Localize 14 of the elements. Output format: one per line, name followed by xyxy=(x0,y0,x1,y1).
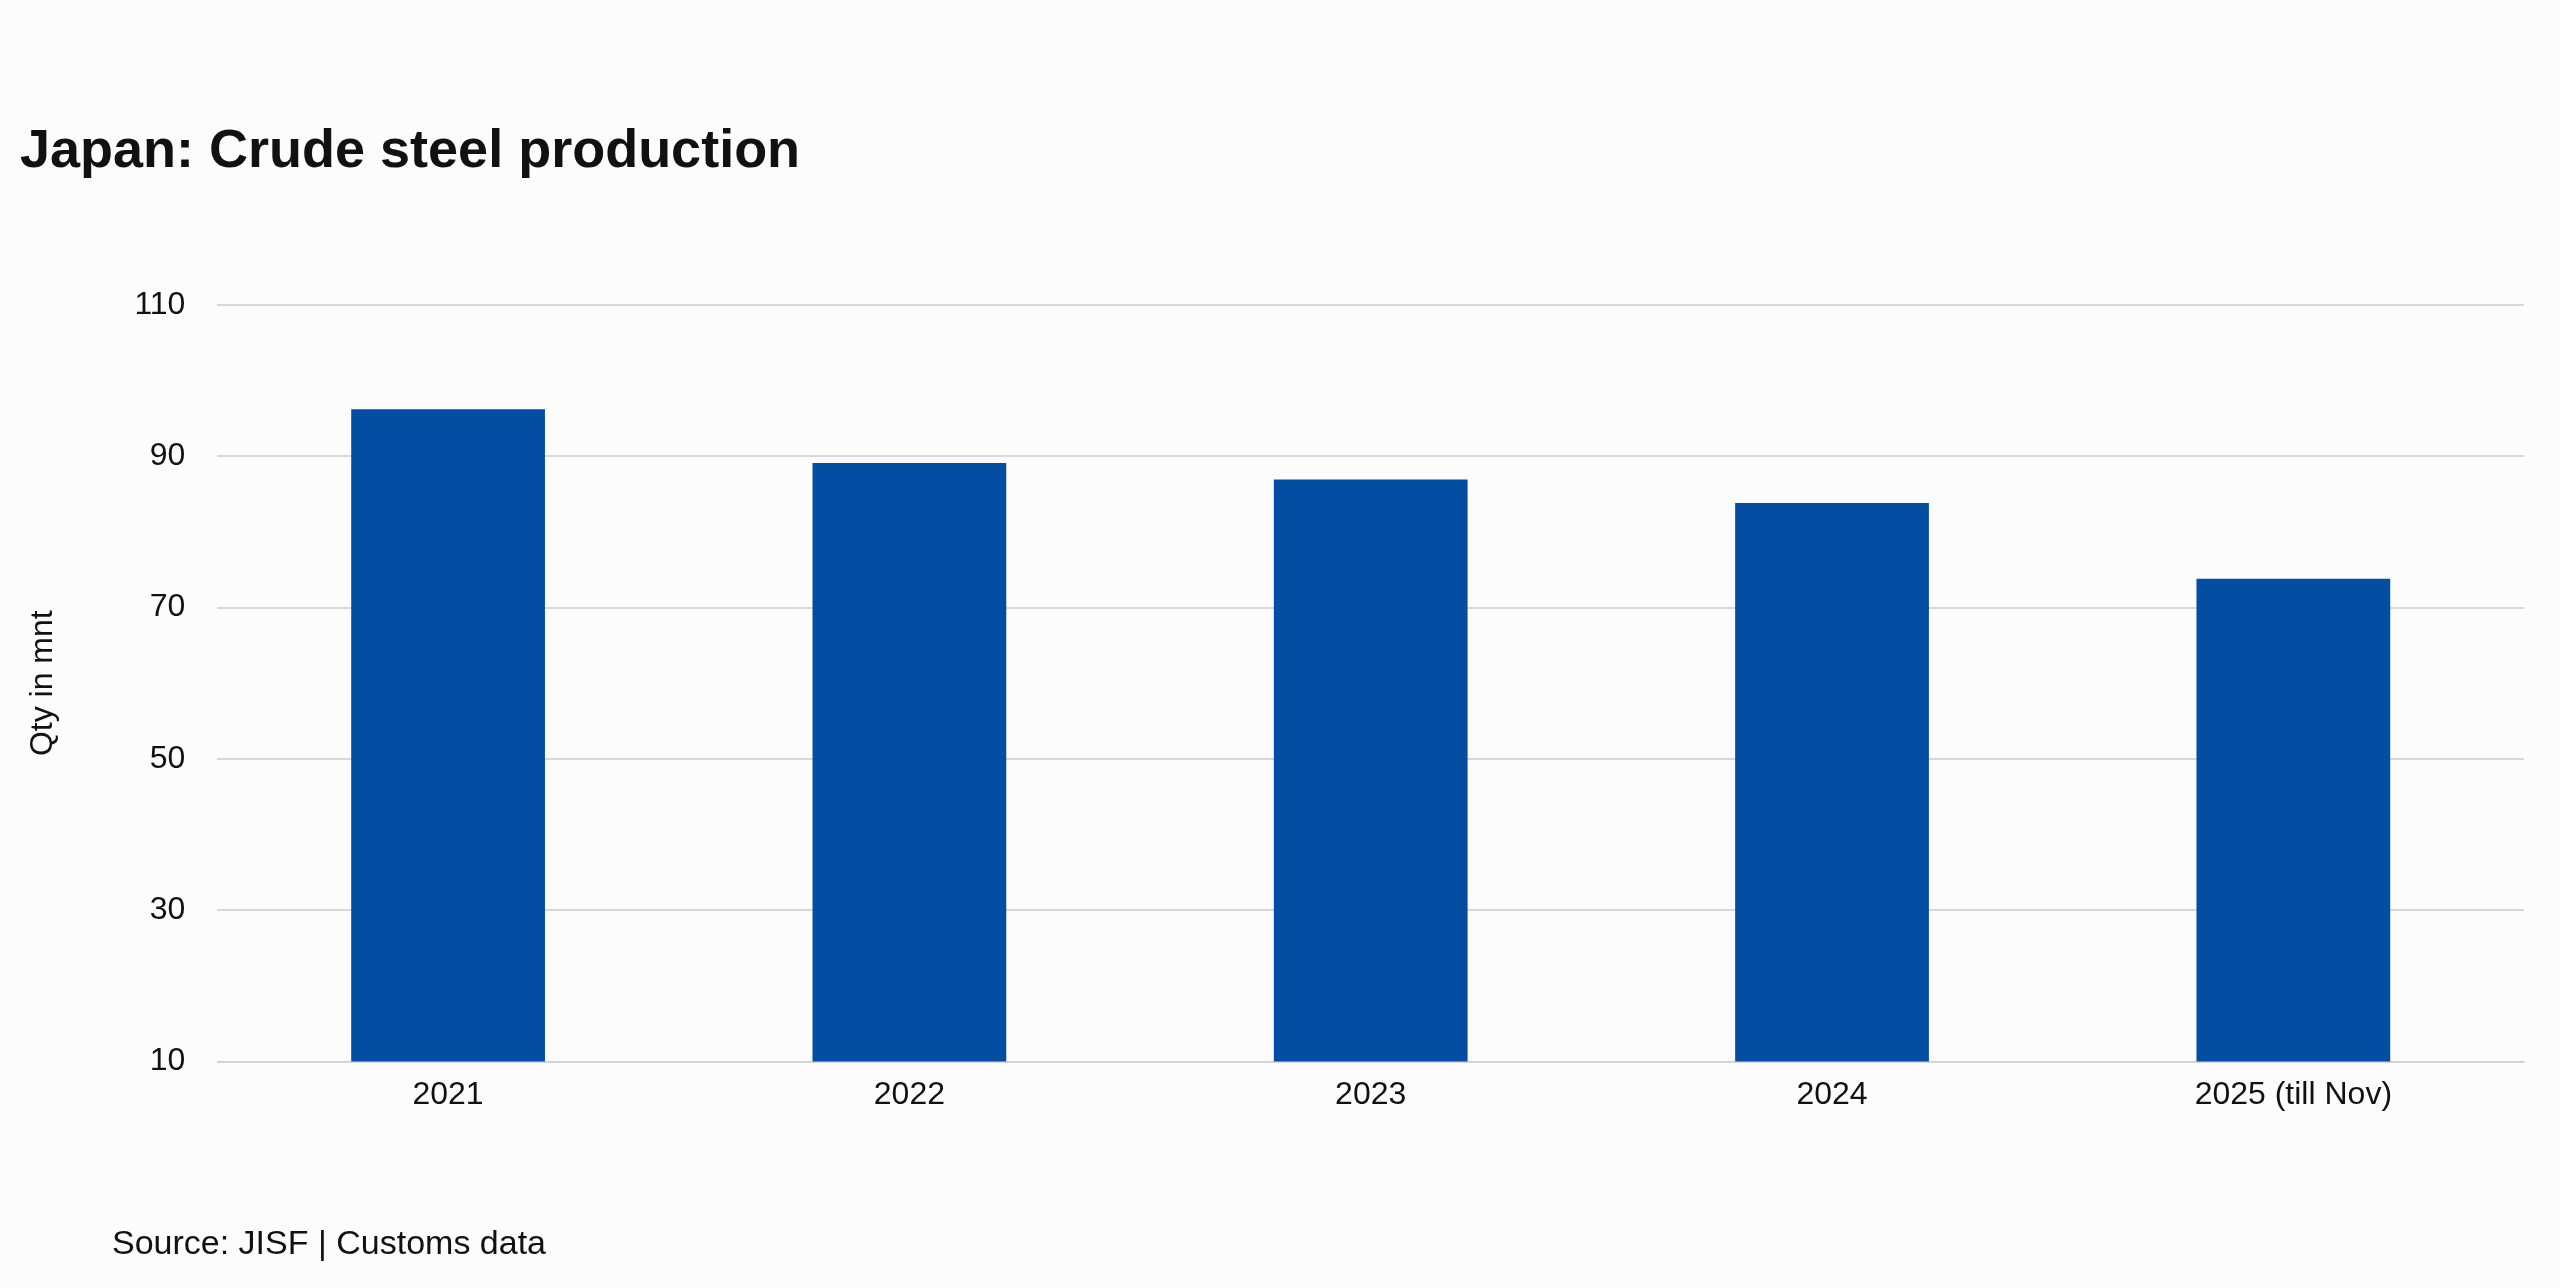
x-tick-label: 2024 xyxy=(1796,1074,1868,1111)
x-tick-label: 2022 xyxy=(873,1074,945,1111)
x-tick-label: 2021 xyxy=(412,1074,484,1111)
y-tick-label: 110 xyxy=(134,284,186,321)
y-tick-label: 10 xyxy=(149,1041,186,1078)
y-tick-label: 90 xyxy=(149,435,186,472)
x-tick-label: 2025 (till Nov) xyxy=(2194,1074,2393,1111)
y-tick-label: 70 xyxy=(149,587,186,624)
chart-title: Japan: Crude steel production xyxy=(20,118,801,179)
y-tick-label: 30 xyxy=(149,890,186,927)
x-tick-label: 2023 xyxy=(1335,1074,1407,1111)
y-axis-title: Qty in mnt xyxy=(23,610,60,757)
y-tick-label: 50 xyxy=(149,738,186,775)
source-note: Source: JISF | Customs data xyxy=(112,1223,547,1262)
